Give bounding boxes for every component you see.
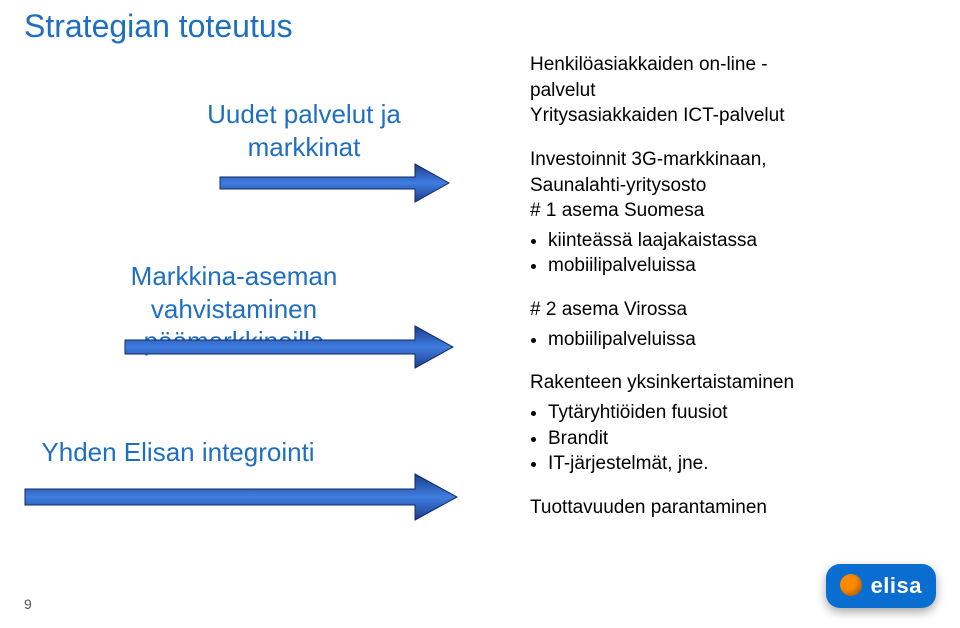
bullet-item: Brandit [548, 426, 940, 452]
bullet-item: Tytäryhtiöiden fuusiot [548, 400, 940, 426]
logo-dot-icon [840, 574, 862, 596]
level-label-0: Uudet palvelut jamarkkinat [144, 98, 464, 163]
text-line: Saunalahti-yritysosto [530, 173, 940, 199]
text-block-0: Henkilöasiakkaiden on-line -palvelutYrit… [530, 52, 940, 129]
bullet-item: kiinteässä laajakaistassa [548, 228, 940, 254]
slide-number: 9 [24, 596, 32, 612]
text-block-1: Investoinnit 3G-markkinaan,Saunalahti-yr… [530, 147, 940, 279]
logo-text: elisa [871, 573, 922, 599]
level-label-line: Uudet palvelut ja [144, 98, 464, 131]
bullet-item: IT-järjestelmät, jne. [548, 451, 940, 477]
text-line: Henkilöasiakkaiden on-line - [530, 52, 940, 78]
right-column: Henkilöasiakkaiden on-line -palvelutYrit… [530, 52, 940, 539]
arrow-right-icon [219, 163, 450, 203]
arrow-right-icon [24, 473, 458, 521]
text-line: Rakenteen yksinkertaistaminen [530, 370, 940, 396]
arrow-right-icon [124, 325, 454, 369]
text-line: # 2 asema Virossa [530, 297, 940, 323]
text-line: Tuottavuuden parantaminen [530, 495, 940, 521]
elisa-logo: elisa [826, 564, 936, 608]
text-block-2: # 2 asema Virossa mobiilipalveluissa [530, 297, 940, 352]
text-block-4: Tuottavuuden parantaminen [530, 495, 940, 521]
left-column: Uudet palvelut jamarkkinatMarkkina-asema… [24, 80, 444, 520]
text-line: palvelut [530, 78, 940, 104]
bullet-list: mobiilipalveluissa [530, 327, 940, 353]
slide-title: Strategian toteutus [24, 8, 293, 45]
level-label-line: Yhden Elisan integrointi [18, 436, 338, 469]
bullet-item: mobiilipalveluissa [548, 253, 940, 279]
text-line: # 1 asema Suomesa [530, 198, 940, 224]
bullet-list: kiinteässä laajakaistassamobiilipalvelui… [530, 228, 940, 279]
bullet-item: mobiilipalveluissa [548, 327, 940, 353]
text-block-3: Rakenteen yksinkertaistaminen Tytäryhtiöi… [530, 370, 940, 477]
text-line: Investoinnit 3G-markkinaan, [530, 147, 940, 173]
level-label-line: Markkina-aseman [74, 260, 394, 293]
level-label-line: markkinat [144, 131, 464, 164]
bullet-list: Tytäryhtiöiden fuusiotBranditIT-järjeste… [530, 400, 940, 477]
level-label-2: Yhden Elisan integrointi [18, 436, 338, 469]
text-line: Yritysasiakkaiden ICT-palvelut [530, 103, 940, 129]
